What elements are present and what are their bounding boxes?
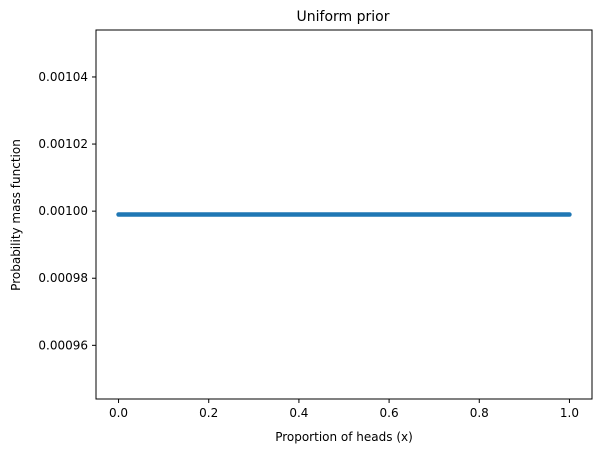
y-axis-label: Probability mass function <box>9 139 23 291</box>
x-tick-label: 1.0 <box>560 406 579 420</box>
x-tick-label: 0.4 <box>289 406 308 420</box>
chart-title: Uniform prior <box>297 9 390 25</box>
x-tick-label: 0.8 <box>470 406 489 420</box>
x-tick-label: 0.6 <box>380 406 399 420</box>
y-axis: 0.00096 0.00098 0.00100 0.00102 0.00104 <box>38 70 96 352</box>
x-axis: 0.0 0.2 0.4 0.6 0.8 1.0 <box>109 399 579 420</box>
y-tick-label: 0.00098 <box>38 271 88 285</box>
y-tick-label: 0.00100 <box>38 204 88 218</box>
y-tick-label: 0.00102 <box>38 137 88 151</box>
x-tick-label: 0.0 <box>109 406 128 420</box>
x-axis-label: Proportion of heads (x) <box>275 430 413 444</box>
y-tick-label: 0.00096 <box>38 338 88 352</box>
y-tick-label: 0.00104 <box>38 70 88 84</box>
axes-frame <box>95 29 593 400</box>
x-tick-label: 0.2 <box>199 406 218 420</box>
